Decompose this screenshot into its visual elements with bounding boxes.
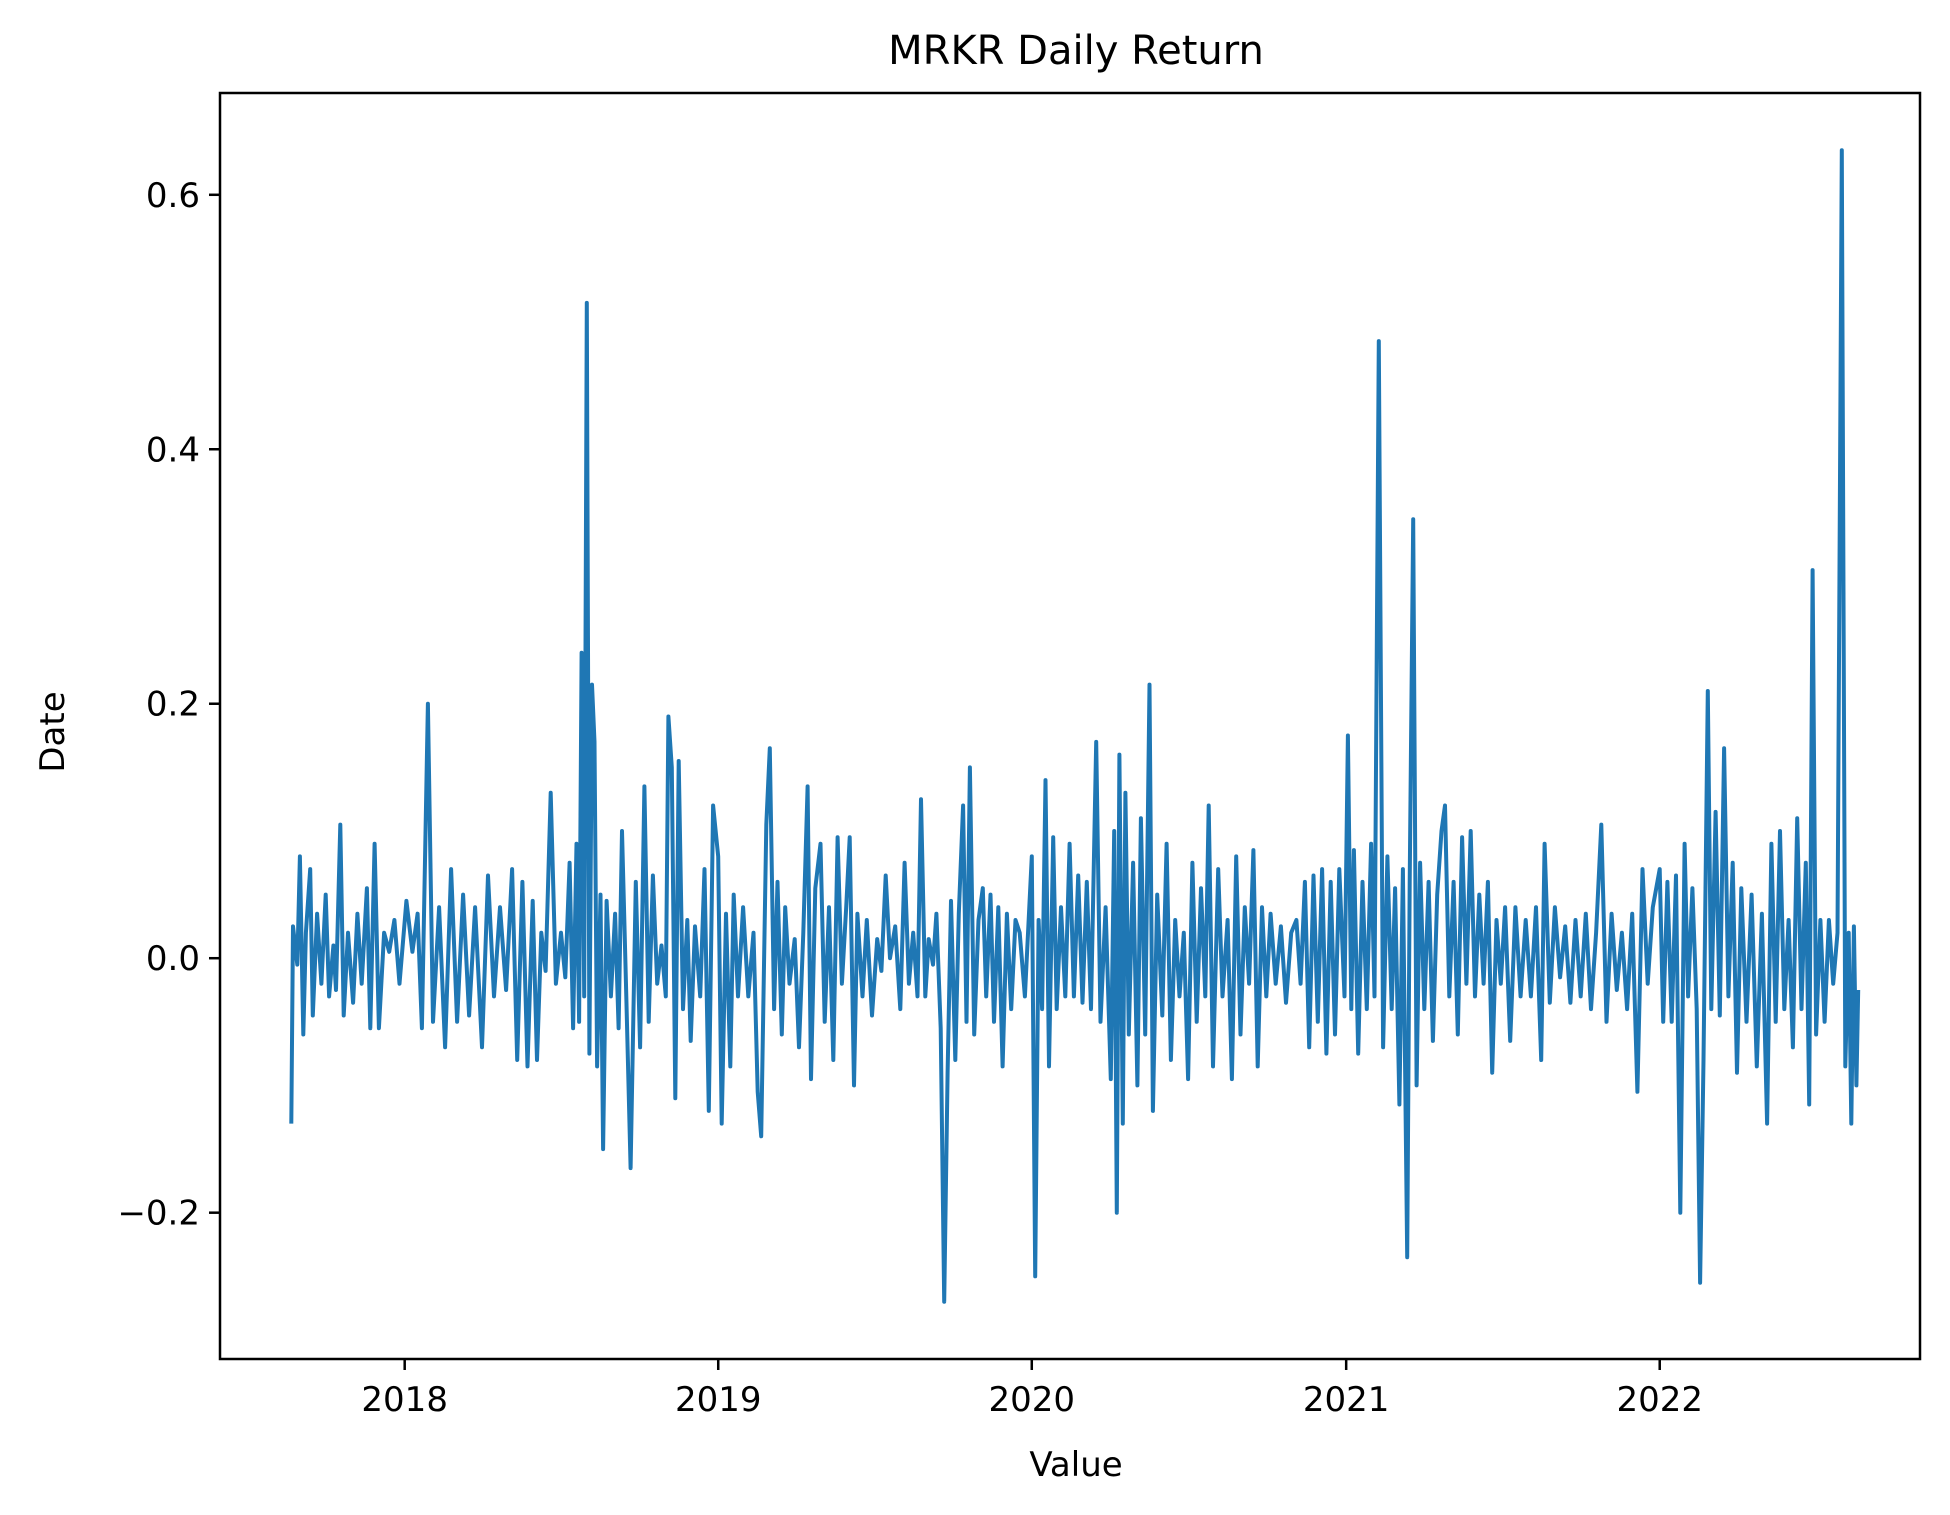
y-tick-label: 0.6: [146, 176, 200, 216]
x-tick-label: 2018: [361, 1380, 448, 1420]
axes-frame: [218, 91, 1922, 1361]
chart-title: MRKR Daily Return: [888, 28, 1264, 74]
x-tick-label: 2020: [989, 1380, 1076, 1420]
y-tick-label: 0.2: [146, 685, 200, 725]
x-tick-label: 2021: [1303, 1380, 1390, 1420]
x-axis-label: Value: [1029, 1445, 1122, 1485]
y-axis-label: Date: [33, 691, 73, 772]
y-tick-label: 0.4: [146, 430, 200, 470]
y-tick-label: −0.2: [117, 1194, 200, 1234]
x-tick-label: 2019: [675, 1380, 762, 1420]
y-axis: −0.2 0.0 0.2 0.4 0.6: [117, 176, 220, 1234]
x-tick-label: 2022: [1616, 1380, 1703, 1420]
y-tick-label: 0.0: [146, 939, 200, 979]
x-axis: 2018 2019 2020 2021 2022: [361, 1359, 1703, 1420]
plot-area: [289, 148, 1861, 1304]
series-line: [289, 148, 1861, 1304]
